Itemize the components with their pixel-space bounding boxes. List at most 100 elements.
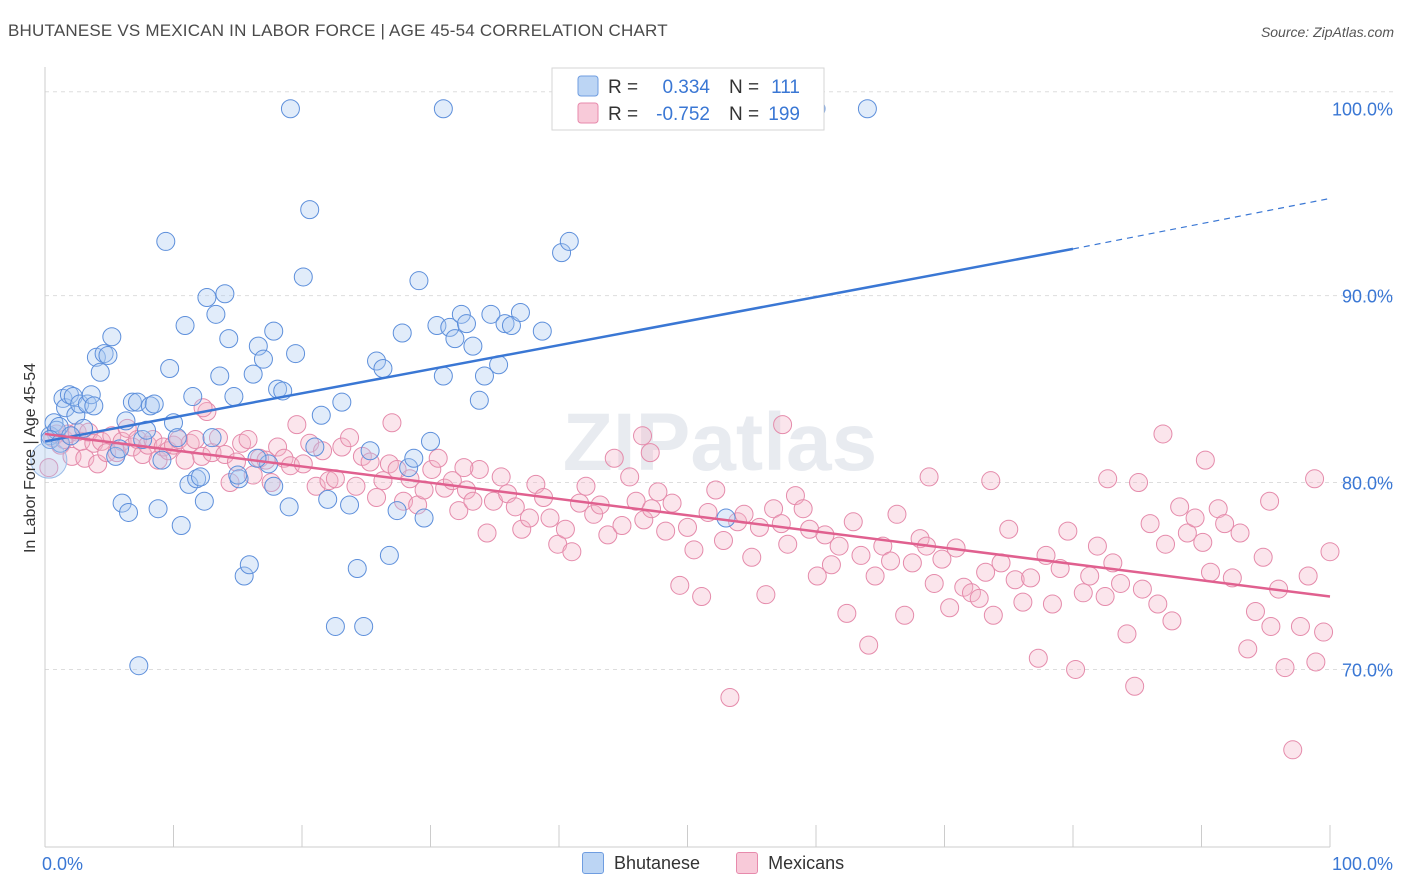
bhutanese-point <box>552 243 572 263</box>
mexicans-point <box>360 452 380 472</box>
mexicans-point <box>902 553 922 573</box>
bhutanese-point <box>293 267 313 287</box>
legend-r-label: R = <box>608 104 638 125</box>
legend-r-label: R = <box>608 77 638 98</box>
mexicans-point <box>293 454 313 474</box>
y-tick-labels: 70.0% 80.0% 90.0% 100.0% <box>1332 100 1393 681</box>
bhutanese-point <box>167 428 187 448</box>
mexicans-point <box>713 530 733 550</box>
mexicans-point <box>1200 562 1220 582</box>
mexicans-point <box>764 499 784 519</box>
mexicans-point <box>612 516 632 536</box>
bhutanese-point <box>279 497 299 517</box>
bhutanese-trend-extension <box>1072 197 1331 250</box>
bhutanese-point <box>433 366 453 386</box>
mexicans-point <box>961 583 981 603</box>
mexicans-point <box>983 605 1003 625</box>
bhutanese-point <box>171 516 191 536</box>
bhutanese-point <box>144 394 164 414</box>
mexicans-point <box>1098 469 1118 489</box>
legend-n-value: 111 <box>771 77 800 98</box>
bhutanese-point <box>219 329 239 349</box>
mexicans-point <box>837 603 857 623</box>
bhutanese-point <box>481 304 501 324</box>
legend-n-value: 199 <box>768 104 800 125</box>
mexicans-point <box>306 476 326 496</box>
bhutanese-point <box>239 555 259 575</box>
mexicans-point <box>1021 568 1041 588</box>
mexicans-point <box>881 551 901 571</box>
mexicans-point <box>1111 573 1131 593</box>
bhutanese-point <box>325 616 345 636</box>
bhutanese-point <box>122 392 142 412</box>
mexicans-point <box>1129 473 1149 493</box>
bhutanese-point <box>175 316 195 336</box>
mexicans-swatch <box>736 852 759 874</box>
bhutanese-point <box>194 491 214 511</box>
bhutanese-point <box>360 441 380 461</box>
bhutanese-point <box>510 302 530 322</box>
mexicans-point <box>706 480 726 500</box>
mexicans-point <box>1306 652 1326 672</box>
mexicans-point <box>620 467 640 487</box>
bhutanese-point <box>532 321 552 341</box>
bhutanese-point <box>286 344 306 364</box>
bhutanese-point <box>215 284 235 304</box>
bhutanese-point <box>379 545 399 565</box>
mexicans-point <box>1230 523 1250 543</box>
mexicans-point <box>843 512 863 532</box>
mexicans-point <box>932 549 952 569</box>
mexicans-point <box>584 504 604 524</box>
mexicans-point <box>1170 497 1190 517</box>
mexicans-point <box>626 491 646 511</box>
mexicans-point <box>512 519 532 539</box>
bhutanese-point <box>347 559 367 579</box>
mexicans-point <box>1013 592 1033 612</box>
chart-title: BHUTANESE VS MEXICAN IN LABOR FORCE | AG… <box>8 21 668 40</box>
bhutanese-point <box>373 359 393 379</box>
mexicans-point <box>1073 583 1093 603</box>
mexicans-point <box>1260 491 1280 511</box>
mexicans-point <box>1275 658 1295 678</box>
mexicans-point <box>469 459 489 479</box>
mexicans-point <box>692 587 712 607</box>
mexicans-point <box>422 459 442 479</box>
bhutanese-point <box>224 387 244 407</box>
bhutanese-point <box>501 316 521 336</box>
y-tick-label: 70.0% <box>1342 660 1393 680</box>
mexicans-point <box>261 473 281 493</box>
mexicans-point <box>562 542 582 562</box>
mexicans-point <box>981 471 1001 491</box>
mexicans-point <box>859 635 879 655</box>
mexicans-point <box>851 545 871 565</box>
bhutanese-point <box>160 359 180 379</box>
mexicans-point <box>1305 469 1325 489</box>
bhutanese-point <box>128 392 148 412</box>
y-tick-label: 100.0% <box>1332 100 1393 120</box>
mexicans-point <box>778 534 798 554</box>
bhutanese-trend-line <box>44 247 1074 443</box>
mexicans-point <box>477 523 497 543</box>
x-tick-label-min: 0.0% <box>42 854 83 874</box>
mexicans-point <box>1153 424 1173 444</box>
mexicans-point <box>662 493 682 513</box>
mexicans-point <box>969 588 989 608</box>
mexicans-point <box>340 428 360 448</box>
mexicans-point <box>379 454 399 474</box>
mexicans-point <box>346 476 366 496</box>
bhutanese-point <box>857 99 877 119</box>
bhutanese-point <box>559 231 579 251</box>
mexicans-point <box>648 482 668 502</box>
legend-n-label: N = <box>729 104 759 125</box>
bhutanese-point <box>206 304 226 324</box>
mexicans-point <box>640 443 660 463</box>
mexicans-point <box>1005 570 1025 590</box>
legend-r-value: 0.334 <box>662 77 710 98</box>
mexicans-point <box>1283 740 1303 760</box>
bhutanese-point <box>253 349 273 369</box>
mexicans-point <box>1132 579 1152 599</box>
bhutanese-point <box>495 314 515 334</box>
mexicans-point <box>185 430 205 450</box>
mexicans-point <box>1185 508 1205 528</box>
mexicans-point <box>1222 568 1242 588</box>
